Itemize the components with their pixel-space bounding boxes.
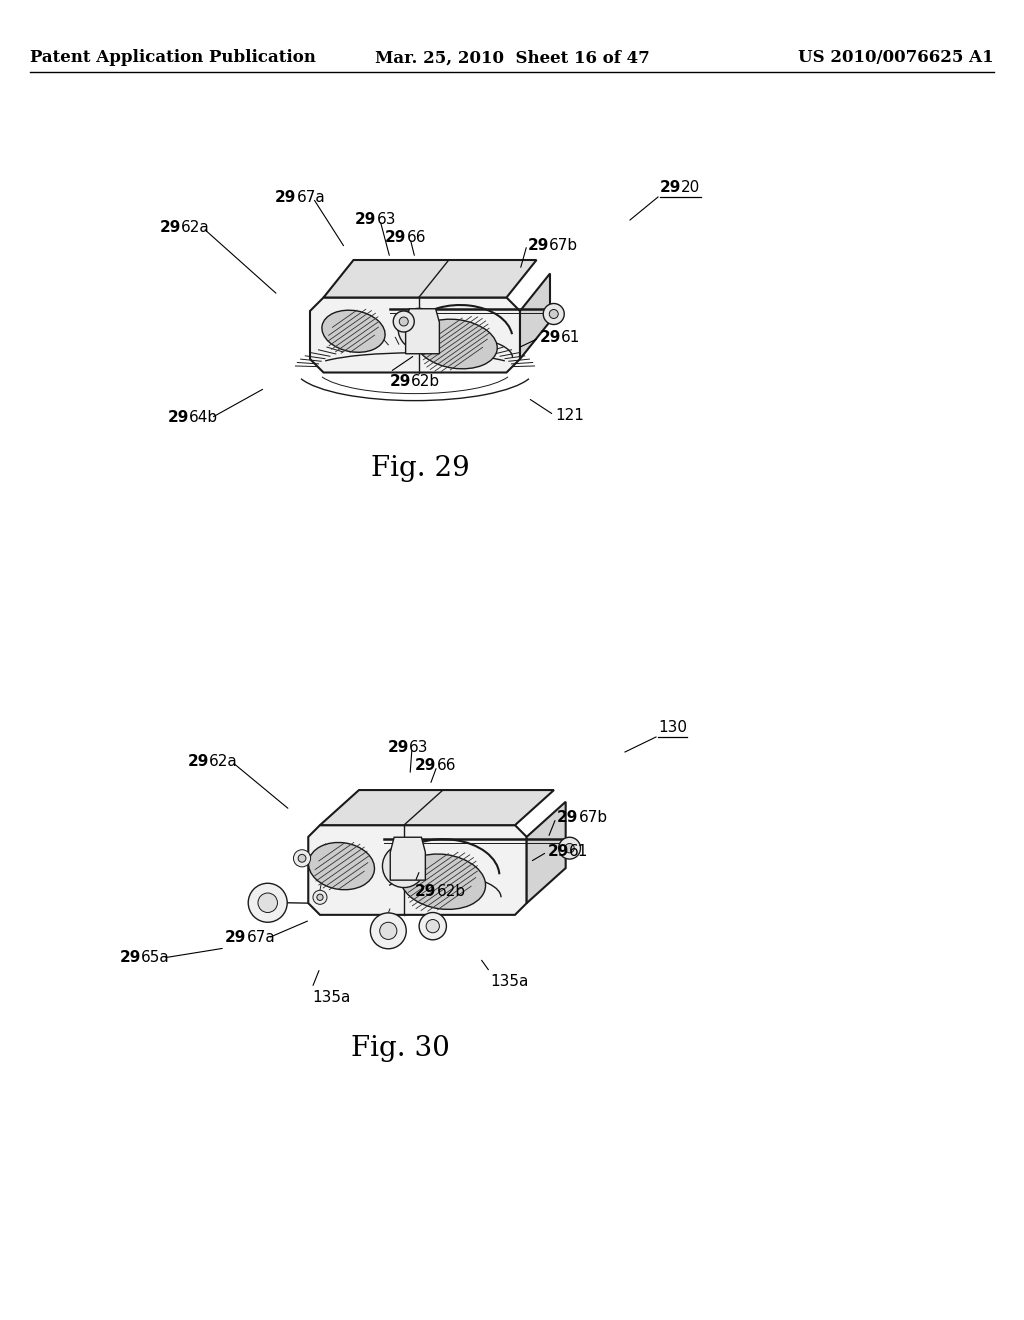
- Ellipse shape: [544, 304, 564, 325]
- Text: 130: 130: [658, 721, 687, 735]
- Ellipse shape: [426, 920, 439, 933]
- Text: 65a: 65a: [141, 950, 170, 965]
- Text: 62b: 62b: [436, 884, 466, 899]
- Ellipse shape: [400, 854, 485, 909]
- Text: 67b: 67b: [579, 810, 607, 825]
- Text: 135a: 135a: [312, 990, 350, 1006]
- Text: 29: 29: [385, 231, 407, 246]
- Text: 121: 121: [555, 408, 584, 422]
- Ellipse shape: [419, 912, 446, 940]
- Ellipse shape: [313, 890, 327, 904]
- Text: 29: 29: [275, 190, 296, 206]
- Text: 29: 29: [528, 238, 549, 252]
- Text: 135a: 135a: [490, 974, 528, 990]
- Ellipse shape: [399, 317, 409, 326]
- Text: 66: 66: [407, 231, 426, 246]
- Text: 63: 63: [377, 213, 396, 227]
- Text: 62a: 62a: [181, 220, 210, 235]
- Text: 64b: 64b: [189, 411, 218, 425]
- Text: 61: 61: [561, 330, 581, 346]
- Ellipse shape: [382, 845, 425, 887]
- Text: 29: 29: [660, 181, 681, 195]
- Text: 62b: 62b: [412, 375, 440, 389]
- Text: 29: 29: [548, 845, 569, 859]
- Text: 29: 29: [415, 884, 436, 899]
- Text: 29: 29: [225, 931, 247, 945]
- Ellipse shape: [393, 312, 415, 333]
- Ellipse shape: [371, 913, 407, 949]
- Text: 61: 61: [569, 845, 589, 859]
- Ellipse shape: [248, 883, 287, 923]
- Ellipse shape: [294, 850, 310, 867]
- Ellipse shape: [322, 310, 385, 352]
- Polygon shape: [390, 837, 425, 880]
- Text: 29: 29: [120, 950, 141, 965]
- Text: 29: 29: [557, 810, 579, 825]
- Text: 29: 29: [415, 759, 436, 774]
- Text: 63: 63: [410, 741, 429, 755]
- Text: 66: 66: [436, 759, 456, 774]
- Text: Patent Application Publication: Patent Application Publication: [30, 49, 315, 66]
- Text: 67a: 67a: [296, 190, 326, 206]
- Ellipse shape: [398, 309, 439, 350]
- Polygon shape: [310, 297, 520, 372]
- Text: Fig. 29: Fig. 29: [371, 454, 469, 482]
- Ellipse shape: [407, 317, 431, 341]
- Text: 29: 29: [355, 213, 377, 227]
- Ellipse shape: [258, 894, 278, 912]
- Polygon shape: [526, 801, 565, 903]
- Ellipse shape: [565, 843, 574, 853]
- Text: 29: 29: [160, 220, 181, 235]
- Text: 29: 29: [168, 411, 189, 425]
- Polygon shape: [308, 825, 526, 915]
- Text: 29: 29: [540, 330, 561, 346]
- Text: 67b: 67b: [549, 238, 579, 252]
- Text: 67a: 67a: [247, 931, 275, 945]
- Text: 62a: 62a: [209, 755, 239, 770]
- Text: 29: 29: [388, 741, 410, 755]
- Text: 29: 29: [188, 755, 209, 770]
- Polygon shape: [406, 309, 439, 354]
- Ellipse shape: [391, 854, 417, 879]
- Text: 20: 20: [681, 181, 700, 195]
- Text: Fig. 30: Fig. 30: [350, 1035, 450, 1061]
- Ellipse shape: [559, 837, 581, 859]
- Ellipse shape: [316, 894, 324, 900]
- Ellipse shape: [380, 923, 397, 940]
- Ellipse shape: [298, 854, 306, 862]
- Text: 29: 29: [390, 375, 412, 389]
- Ellipse shape: [308, 842, 375, 890]
- Polygon shape: [319, 791, 554, 825]
- Polygon shape: [324, 260, 537, 297]
- Text: Mar. 25, 2010  Sheet 16 of 47: Mar. 25, 2010 Sheet 16 of 47: [375, 49, 649, 66]
- Ellipse shape: [416, 319, 498, 368]
- Text: US 2010/0076625 A1: US 2010/0076625 A1: [799, 49, 994, 66]
- Ellipse shape: [549, 309, 558, 318]
- Polygon shape: [520, 273, 550, 359]
